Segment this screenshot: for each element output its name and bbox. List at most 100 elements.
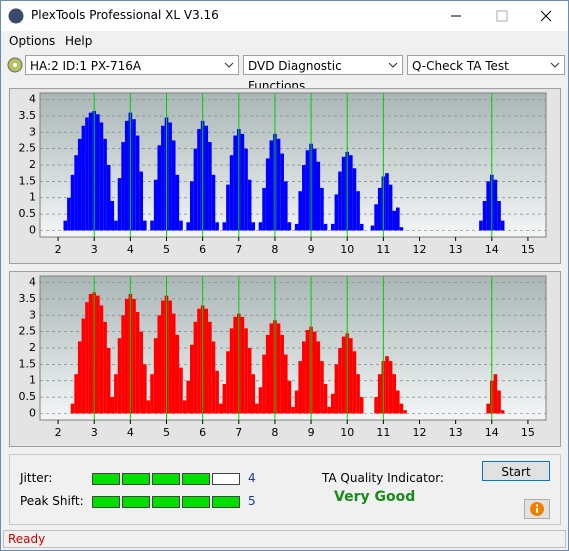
bar bbox=[392, 374, 397, 414]
bar bbox=[399, 403, 404, 414]
bar bbox=[96, 114, 100, 231]
bar bbox=[182, 400, 187, 414]
bar bbox=[186, 380, 190, 414]
bar bbox=[77, 138, 82, 231]
x-tick-label: 10 bbox=[340, 243, 354, 256]
y-tick-label: 3 bbox=[29, 125, 36, 138]
bar bbox=[302, 341, 306, 414]
bar bbox=[157, 145, 162, 231]
bar bbox=[377, 374, 382, 414]
bar bbox=[258, 222, 263, 231]
window-title: PlexTools Professional XL V3.16 bbox=[31, 8, 219, 22]
function-select[interactable]: DVD Diagnostic Functions bbox=[243, 55, 403, 93]
bar bbox=[338, 171, 342, 231]
y-tick-label: 2 bbox=[29, 158, 36, 171]
bar bbox=[269, 140, 274, 231]
jitter-value: 4 bbox=[248, 471, 256, 485]
y-tick-label: 3.5 bbox=[19, 109, 37, 122]
bar bbox=[265, 158, 270, 231]
bar bbox=[356, 191, 360, 231]
bar bbox=[330, 393, 335, 414]
bar bbox=[312, 331, 317, 414]
bar bbox=[244, 328, 248, 414]
y-tick-label: 2.5 bbox=[19, 325, 37, 338]
results-panel: Jitter: 4 Peak Shift: 5 TA Quality Indic… bbox=[9, 454, 561, 525]
bar bbox=[215, 222, 219, 231]
bar bbox=[189, 344, 194, 414]
bar bbox=[233, 316, 237, 414]
bar bbox=[305, 330, 310, 414]
bar bbox=[244, 148, 248, 231]
bar bbox=[99, 305, 104, 414]
window-controls[interactable] bbox=[441, 1, 568, 31]
bar bbox=[327, 406, 331, 414]
bar bbox=[161, 125, 165, 231]
bar bbox=[132, 119, 136, 231]
bar bbox=[323, 223, 328, 231]
jitter-label: Jitter: bbox=[20, 471, 53, 485]
start-button[interactable]: Start bbox=[482, 461, 550, 481]
x-tick-label: 11 bbox=[376, 426, 390, 439]
bar bbox=[320, 361, 324, 414]
y-tick-label: 3.5 bbox=[19, 292, 37, 305]
x-tick-label: 2 bbox=[55, 426, 62, 439]
bar bbox=[283, 354, 288, 414]
bar bbox=[323, 384, 328, 414]
chart: 0 0.5 1 1.5 2 2.5 3 3.5 4 2 3 4 5 6 7 8 9 10 11 12 13 14 15 bbox=[19, 92, 547, 256]
bar bbox=[218, 403, 223, 414]
bar bbox=[135, 312, 140, 414]
drive-select[interactable]: HA:2 ID:1 PX-716A bbox=[25, 55, 239, 75]
meter-segment bbox=[92, 473, 120, 485]
bar bbox=[341, 156, 346, 231]
bar bbox=[179, 220, 183, 231]
bar bbox=[88, 112, 93, 231]
quality-value: Very Good bbox=[334, 489, 416, 505]
bar bbox=[103, 321, 107, 414]
bar bbox=[479, 220, 483, 231]
bar bbox=[338, 348, 342, 414]
bar bbox=[276, 138, 281, 231]
bar bbox=[175, 174, 180, 231]
chart-panel: 0 0.5 1 1.5 2 2.5 3 3.5 4 2 3 4 5 6 7 8 9 10 11 12 13 14 15 bbox=[9, 88, 561, 264]
bar bbox=[374, 204, 378, 231]
bar bbox=[121, 142, 125, 231]
x-tick-label: 6 bbox=[199, 426, 206, 439]
bar bbox=[168, 300, 172, 414]
bar bbox=[385, 356, 389, 414]
x-tick-label: 15 bbox=[521, 243, 535, 256]
x-tick-label: 5 bbox=[163, 243, 170, 256]
bar bbox=[124, 298, 129, 414]
drive-text: HA:2 ID:1 PX-716A bbox=[30, 59, 142, 73]
menu-item[interactable]: Options bbox=[9, 34, 56, 48]
bar bbox=[175, 334, 180, 414]
bar bbox=[262, 354, 266, 414]
y-tick-label: 2 bbox=[29, 341, 36, 354]
y-tick-label: 1 bbox=[29, 191, 36, 204]
peak-shift-label: Peak Shift: bbox=[20, 494, 84, 508]
x-tick-label: 12 bbox=[413, 243, 427, 256]
bar bbox=[334, 364, 339, 414]
bar bbox=[150, 220, 154, 231]
x-tick-label: 14 bbox=[485, 426, 499, 439]
x-tick-label: 4 bbox=[127, 426, 134, 439]
y-tick-label: 4 bbox=[29, 93, 36, 106]
x-tick-label: 3 bbox=[91, 243, 98, 256]
x-tick-label: 8 bbox=[271, 426, 278, 439]
info-button[interactable] bbox=[524, 499, 550, 519]
bar bbox=[132, 298, 136, 414]
meter-segment bbox=[152, 473, 180, 485]
bar bbox=[208, 142, 212, 231]
bar bbox=[222, 222, 227, 231]
bar bbox=[106, 348, 111, 414]
bar bbox=[139, 171, 144, 231]
bar bbox=[388, 361, 393, 414]
test-select[interactable]: Q-Check TA Test bbox=[407, 55, 565, 75]
bar bbox=[396, 390, 400, 414]
bar bbox=[356, 374, 360, 414]
bar bbox=[114, 220, 118, 231]
bar bbox=[215, 370, 219, 414]
x-tick-label: 2 bbox=[55, 243, 62, 256]
bar bbox=[312, 148, 317, 231]
menu-item[interactable]: Help bbox=[65, 34, 93, 48]
dropdown-arrow bbox=[224, 62, 234, 68]
